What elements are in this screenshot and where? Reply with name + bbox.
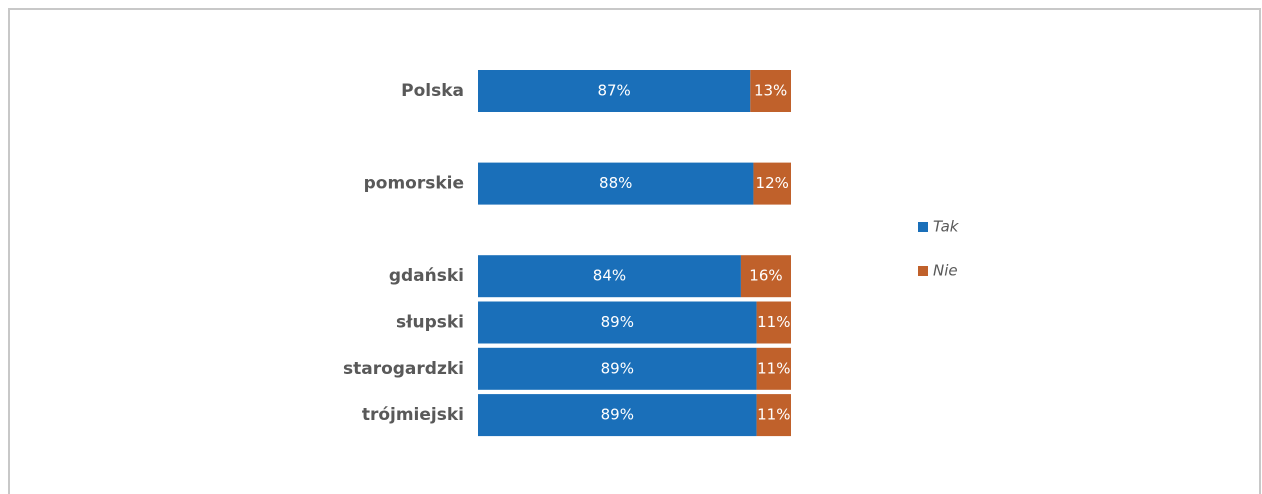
bar-segment bbox=[756, 394, 791, 437]
bar-segment bbox=[478, 394, 757, 437]
category-label: pomorskie bbox=[364, 174, 464, 194]
category-label: Polska bbox=[401, 81, 464, 101]
bar-segment bbox=[753, 162, 791, 205]
legend-swatch bbox=[918, 266, 928, 276]
data-label: 84% bbox=[593, 267, 626, 285]
data-label: 89% bbox=[601, 359, 634, 377]
bar-segment bbox=[478, 347, 757, 390]
legend-swatch bbox=[918, 222, 928, 232]
bar-segment bbox=[478, 162, 754, 205]
data-label: 11% bbox=[757, 406, 790, 424]
category-label: trójmiejski bbox=[362, 405, 464, 425]
data-label: 11% bbox=[757, 313, 790, 331]
data-label: 89% bbox=[601, 406, 634, 424]
data-label: 89% bbox=[601, 313, 634, 331]
category-label: starogardzki bbox=[343, 359, 464, 379]
chart-frame bbox=[8, 8, 1261, 494]
legend-label: Nie bbox=[933, 262, 958, 280]
data-label: 11% bbox=[757, 359, 790, 377]
category-label: słupski bbox=[396, 313, 464, 333]
data-label: 88% bbox=[599, 174, 632, 192]
data-label: 13% bbox=[754, 82, 787, 100]
bar-segment bbox=[478, 70, 751, 112]
bar-segment bbox=[750, 70, 791, 112]
data-label: 87% bbox=[597, 82, 630, 100]
data-label: 12% bbox=[756, 174, 789, 192]
bar-segment bbox=[756, 347, 791, 390]
bar-segment bbox=[756, 301, 791, 344]
bar-segment bbox=[478, 255, 741, 298]
category-label: gdański bbox=[389, 266, 464, 286]
data-label: 16% bbox=[749, 267, 782, 285]
bar-segment bbox=[740, 255, 791, 298]
bar-segment bbox=[478, 301, 757, 344]
legend-label: Tak bbox=[933, 218, 960, 236]
